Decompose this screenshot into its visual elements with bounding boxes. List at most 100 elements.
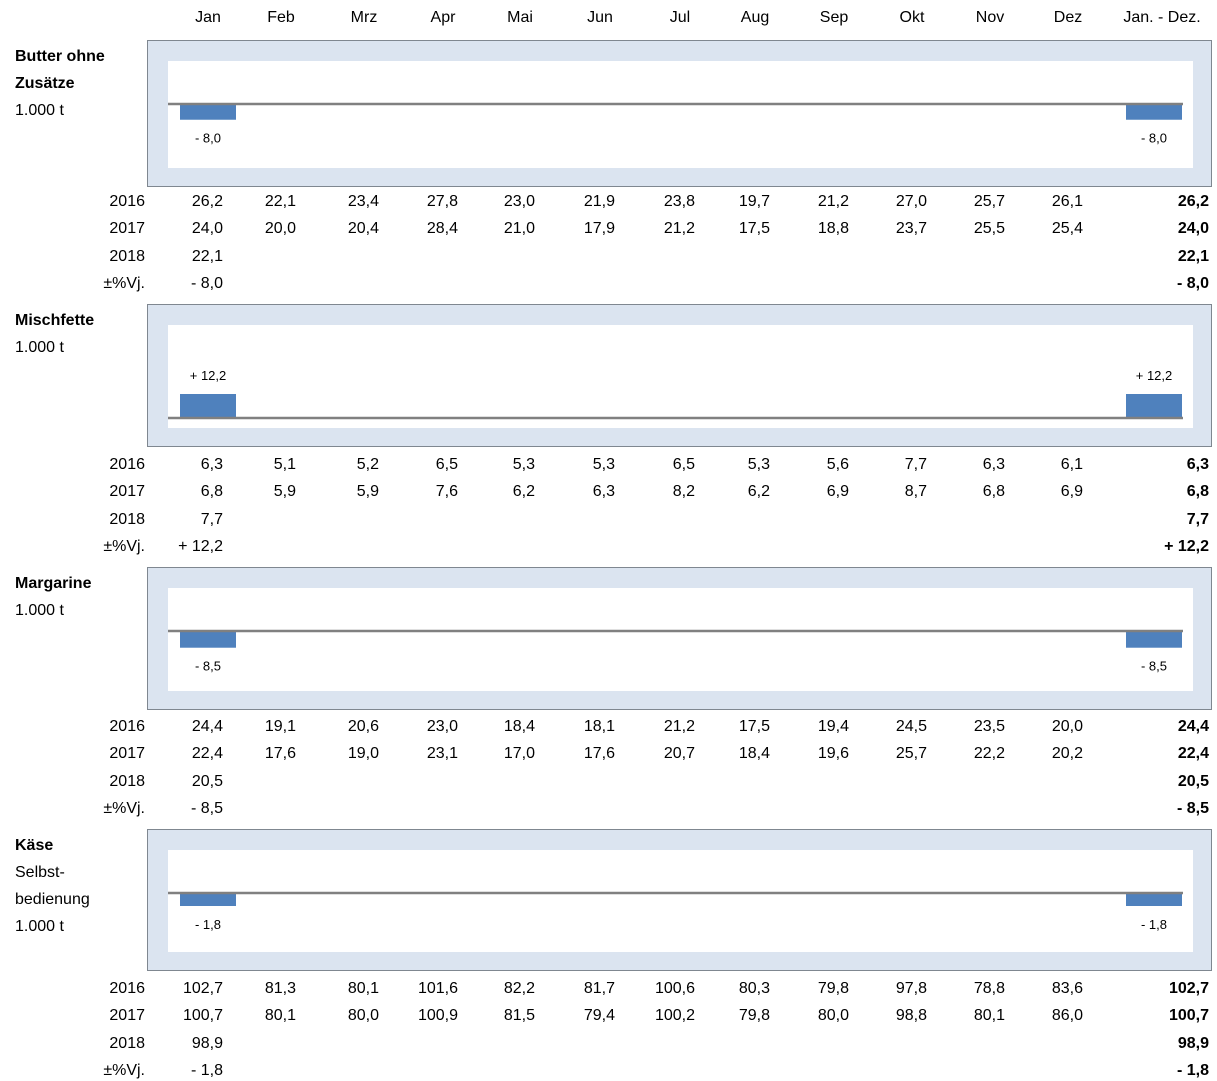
row-label: 2018 [109, 772, 145, 790]
table-cell: 100,9 [417, 1007, 458, 1025]
table-cell: 23,0 [426, 718, 458, 735]
section-name: Butter ohne Zusätze [15, 48, 105, 92]
table-cell: 20,2 [1051, 745, 1083, 763]
table-cell: 100,2 [654, 1007, 695, 1025]
row-label: ±%Vj. [103, 537, 145, 555]
table-cell: 17,6 [264, 745, 296, 763]
section-title: Margarine 1.000 t [15, 570, 125, 624]
bar [1126, 104, 1182, 120]
section-subtitle: bedienung [15, 891, 90, 908]
table-cell: 79,8 [738, 1007, 770, 1025]
table-cell: 5,2 [356, 456, 379, 473]
table-cell: 6,5 [435, 456, 458, 473]
row-label: 2018 [109, 510, 145, 528]
total-cell: + 12,2 [1164, 537, 1209, 555]
total-cell: 24,4 [1177, 718, 1209, 735]
table-cell: 19,4 [817, 718, 849, 735]
total-cell: 98,9 [1177, 1034, 1209, 1052]
table-cell: 21,2 [817, 193, 849, 210]
table-cell: 5,3 [512, 456, 535, 473]
row-label: 2018 [109, 1034, 145, 1052]
table-cell: 22,1 [264, 193, 296, 210]
table-cell: 6,2 [747, 483, 770, 501]
table-cell: 5,9 [273, 483, 296, 501]
row-label: ±%Vj. [103, 274, 145, 292]
table-cell: 8,7 [904, 483, 927, 501]
table-cell: 23,4 [347, 193, 379, 210]
section-subtitle: Selbst- [15, 864, 65, 881]
plot-area [168, 588, 1193, 691]
table-cell: 24,4 [191, 718, 223, 735]
table-cell: 101,6 [417, 980, 458, 997]
table-cell: - 8,0 [190, 274, 223, 292]
chart-frame: - 1,8 - 1,8 [147, 829, 1212, 971]
table-cell: 102,7 [182, 980, 223, 997]
table-cell: 6,8 [200, 483, 223, 501]
plot-area [168, 325, 1193, 428]
table-cell: 6,3 [982, 456, 1005, 473]
row-label: 2016 [109, 980, 145, 997]
table-cell: 17,5 [738, 220, 770, 238]
total-cell: 22,4 [1177, 745, 1209, 763]
section-subtitle: 1.000 t [15, 918, 64, 935]
chart-svg: + 12,2 + 12,2 [168, 325, 1193, 428]
chart-frame: + 12,2 + 12,2 [147, 304, 1212, 447]
table-cell: 22,2 [973, 745, 1005, 763]
month-header: Apr [430, 9, 456, 26]
row-label: 2017 [109, 745, 145, 763]
table-cell: 81,7 [583, 980, 615, 997]
table-cell: 83,6 [1051, 980, 1083, 997]
section-name: Mischfette [15, 312, 95, 329]
table-cell: 80,0 [347, 1007, 379, 1025]
table-cell: 25,5 [973, 220, 1005, 238]
table-cell: 17,5 [738, 718, 770, 735]
chart-svg: - 1,8 - 1,8 [168, 850, 1193, 952]
month-header: Mrz [350, 9, 378, 26]
table-cell: 18,8 [817, 220, 849, 238]
plot-area [168, 850, 1193, 952]
total-cell: - 1,8 [1176, 1061, 1209, 1079]
table-cell: 6,3 [592, 483, 615, 501]
chart-svg: - 8,5 - 8,5 [168, 588, 1193, 691]
table-cell: 21,9 [583, 193, 615, 210]
table-cell: 6,5 [672, 456, 695, 473]
row-label: ±%Vj. [103, 1061, 145, 1079]
table-cell: 6,3 [200, 456, 223, 473]
table-cell: 79,8 [817, 980, 849, 997]
row-label: 2016 [109, 718, 145, 735]
table-cell: 21,2 [663, 220, 695, 238]
table-cell: 6,2 [512, 483, 535, 501]
row-label: 2017 [109, 483, 145, 501]
row-label: 2016 [109, 193, 145, 210]
month-header: Sep [819, 9, 849, 26]
bar [1126, 394, 1182, 418]
total-cell: 24,0 [1177, 220, 1209, 238]
section-name: Käse [15, 837, 54, 854]
table-cell: 23,7 [895, 220, 927, 238]
bar [180, 893, 236, 906]
table-cell: 17,9 [583, 220, 615, 238]
bar-label: - 8,0 [195, 131, 221, 146]
row-label: 2018 [109, 247, 145, 265]
month-header: Jan [195, 9, 221, 26]
month-header: Mai [507, 9, 533, 26]
total-cell: 6,3 [1186, 456, 1209, 473]
table-cell: 5,1 [273, 456, 296, 473]
table-cell: 18,4 [503, 718, 535, 735]
month-header: Okt [899, 9, 925, 26]
table-cell: 26,2 [191, 193, 223, 210]
table-cell: 8,2 [672, 483, 695, 501]
table-cell: 80,0 [817, 1007, 849, 1025]
table-cell: 81,5 [503, 1007, 535, 1025]
month-header: Nov [975, 9, 1005, 26]
table-cell: 18,1 [583, 718, 615, 735]
bar-label: + 12,2 [1136, 368, 1173, 383]
table-cell: 22,4 [191, 745, 223, 763]
row-label: ±%Vj. [103, 799, 145, 817]
table-cell: 98,8 [895, 1007, 927, 1025]
chart-svg: - 8,0 - 8,0 [168, 61, 1193, 168]
section-subtitle: 1.000 t [15, 339, 64, 356]
table-cell: 7,6 [435, 483, 458, 501]
total-cell: 7,7 [1186, 510, 1209, 528]
bar [180, 631, 236, 648]
